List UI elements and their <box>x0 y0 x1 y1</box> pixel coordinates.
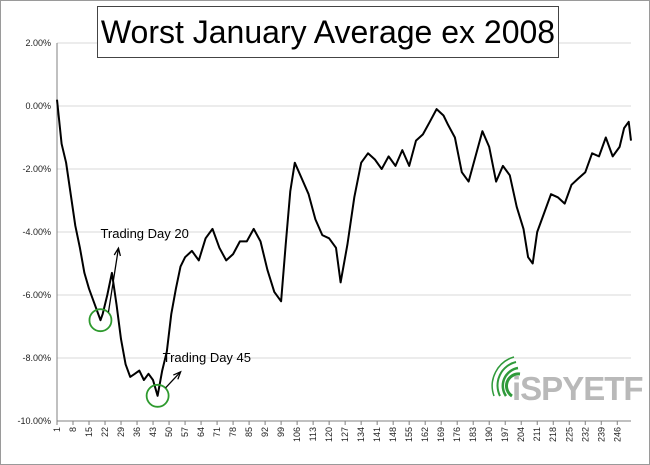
x-tick-label: 120 <box>324 427 334 442</box>
x-tick-label: 71 <box>212 427 222 437</box>
x-tick-label: 218 <box>548 427 558 442</box>
logo-text: iSPYETF <box>512 370 644 407</box>
x-tick-label: 239 <box>596 427 606 442</box>
y-tick-label: -10.00% <box>17 416 51 426</box>
annotation-arrowhead <box>113 246 122 257</box>
x-tick-label: 57 <box>180 427 190 437</box>
x-tick-label: 1 <box>52 427 62 432</box>
x-tick-label: 106 <box>292 427 302 442</box>
x-tick-label: 78 <box>228 427 238 437</box>
x-tick-label: 127 <box>340 427 350 442</box>
y-tick-label: -8.00% <box>22 353 51 363</box>
chart-title: Worst January Average ex 2008 <box>100 13 556 50</box>
x-tick-label: 190 <box>484 427 494 442</box>
x-tick-label: 8 <box>68 427 78 432</box>
x-tick-label: 197 <box>500 427 510 442</box>
x-tick-label: 232 <box>580 427 590 442</box>
x-tick-label: 162 <box>420 427 430 442</box>
annotation-label: Trading Day 20 <box>100 226 188 241</box>
x-tick-label: 15 <box>84 427 94 437</box>
x-tick-label: 183 <box>468 427 478 442</box>
x-tick-label: 22 <box>100 427 110 437</box>
x-tick-label: 29 <box>116 427 126 437</box>
x-tick-label: 50 <box>164 427 174 437</box>
x-tick-label: 113 <box>308 427 318 441</box>
x-tick-label: 85 <box>244 427 254 437</box>
annotation-arrowhead <box>173 370 182 380</box>
x-tick-label: 141 <box>372 427 382 442</box>
x-tick-label: 92 <box>260 427 270 437</box>
y-tick-label: -2.00% <box>22 164 51 174</box>
x-tick-label: 148 <box>388 427 398 442</box>
y-tick-label: -6.00% <box>22 290 51 300</box>
x-tick-label: 43 <box>148 427 158 437</box>
annotation-circle <box>145 383 170 408</box>
y-tick-label: 0.00% <box>25 101 51 111</box>
annotation-arrow <box>107 248 120 313</box>
x-tick-label: 36 <box>132 427 142 437</box>
x-tick-label: 211 <box>532 427 542 441</box>
x-tick-label: 204 <box>516 427 526 442</box>
annotation-arrow <box>165 371 182 389</box>
x-tick-label: 225 <box>564 427 574 442</box>
x-tick-label: 246 <box>612 427 622 442</box>
x-tick-label: 64 <box>196 427 206 437</box>
y-tick-label: 2.00% <box>25 38 51 48</box>
x-tick-label: 155 <box>404 427 414 442</box>
annotation-circle <box>88 308 113 333</box>
x-tick-label: 99 <box>276 427 286 437</box>
ispyetf-logo: iSPYETF <box>488 356 644 416</box>
annotation-label: Trading Day 45 <box>163 350 251 365</box>
y-tick-label: -4.00% <box>22 227 51 237</box>
series-line <box>56 99 632 397</box>
x-tick-label: 176 <box>452 427 462 442</box>
x-tick-label: 134 <box>356 427 366 442</box>
x-tick-label: 169 <box>436 427 446 442</box>
chart-title-box: Worst January Average ex 2008 <box>97 6 559 58</box>
radiating-arcs-icon <box>491 356 521 398</box>
